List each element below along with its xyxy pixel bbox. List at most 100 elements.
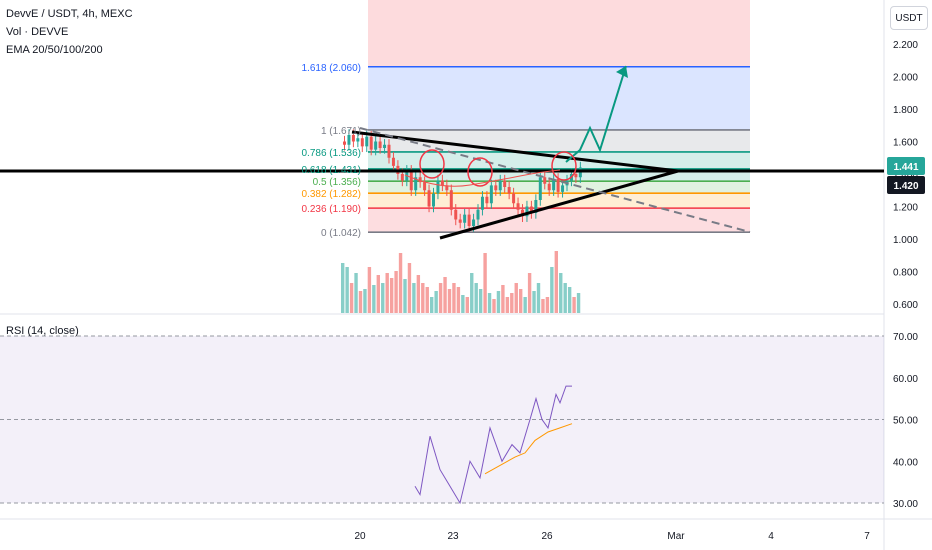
volume-bar	[554, 251, 558, 313]
fib-level-label: 0.236 (1.190)	[302, 204, 362, 215]
volume-bar	[505, 297, 510, 313]
volume-bar	[407, 263, 412, 313]
fib-level-label: 1.618 (2.060)	[302, 63, 362, 74]
arrow-head-icon	[616, 66, 628, 78]
volume-bar	[367, 267, 372, 313]
time-tick: 26	[541, 531, 553, 542]
volume-bar	[421, 283, 425, 313]
volume-bar	[434, 291, 438, 313]
candle-body	[525, 206, 529, 217]
price-tick: 1.800	[893, 105, 918, 116]
candle-body	[387, 144, 391, 158]
volume-bar	[394, 271, 398, 313]
volume-bar	[345, 267, 349, 313]
volume-bar	[341, 263, 345, 313]
volume-bar	[519, 289, 523, 313]
volume-bar	[487, 293, 492, 313]
volume-bar	[443, 277, 447, 313]
dashed-trend-line	[359, 127, 751, 233]
fib-level-label: 0.5 (1.356)	[313, 177, 361, 188]
time-tick: 20	[354, 531, 366, 542]
price-tick: 2.200	[893, 40, 918, 51]
candle-body	[561, 185, 565, 192]
fib-level-label: 1 (1.671)	[321, 126, 361, 137]
price-tick: 0.600	[893, 300, 918, 311]
candle-body	[534, 200, 538, 213]
volume-indicator-label[interactable]: Vol · DEVVE	[6, 26, 69, 38]
volume-bar	[385, 273, 389, 313]
volume-bar	[478, 289, 483, 313]
symbol-title[interactable]: DevvE / USDT, 4h, MEXC	[6, 8, 133, 20]
volume-bar	[523, 297, 527, 313]
volume-bar	[470, 273, 474, 313]
price-tick: 1.600	[893, 138, 918, 149]
candle-body	[480, 196, 484, 210]
volume-bar	[563, 283, 567, 313]
fib-level-label: 0.786 (1.536)	[302, 148, 362, 159]
currency-button[interactable]: USDT	[890, 6, 928, 30]
volume-bar	[550, 267, 554, 313]
candle-body	[391, 157, 395, 166]
fib-zone	[368, 193, 750, 209]
candle-body	[356, 138, 360, 142]
rsi-lines	[414, 385, 573, 505]
candle-body	[498, 180, 502, 191]
ema-indicator-label[interactable]: EMA 20/50/100/200	[6, 44, 103, 56]
candle-body	[489, 185, 493, 204]
candle-body	[374, 141, 378, 150]
candle-body	[476, 209, 480, 220]
candle-body	[440, 180, 444, 186]
fib-level-label: 0.382 (1.282)	[302, 189, 362, 200]
fib-zone	[368, 66, 750, 130]
price-tick: 1.200	[893, 203, 918, 214]
volume-bar	[358, 291, 363, 313]
candle-body	[343, 141, 346, 145]
time-tick: 23	[447, 531, 459, 542]
candle-body	[512, 193, 516, 204]
candle-body	[409, 170, 413, 191]
price-tick: 2.000	[893, 73, 918, 84]
rsi-tick: 70.00	[893, 332, 918, 343]
volume-bar	[501, 285, 505, 313]
volume-bar	[452, 283, 456, 313]
volume-bar	[354, 273, 358, 313]
volume-bar	[541, 299, 545, 313]
rsi-tick: 60.00	[893, 374, 918, 385]
volume-bar	[510, 293, 514, 313]
candle-body	[427, 190, 431, 207]
volume-bar	[465, 297, 469, 313]
rsi-line	[414, 385, 572, 505]
volume-bar	[389, 278, 394, 313]
price-badge	[887, 157, 925, 175]
candle-body	[503, 180, 507, 187]
price-badge	[887, 176, 925, 194]
fib-zone	[368, 151, 750, 169]
candle-body	[552, 178, 556, 191]
fib-zone-top	[368, 0, 750, 67]
volume-bar	[430, 297, 434, 313]
volume-bar	[447, 289, 452, 313]
volume-bar	[461, 295, 465, 313]
candle-body	[423, 182, 427, 191]
volume-bar	[527, 273, 532, 313]
volume-bar	[349, 283, 354, 313]
rsi-indicator-label[interactable]: RSI (14, close)	[6, 325, 79, 337]
volume-bar	[363, 289, 367, 313]
candle-body	[556, 178, 560, 192]
volume-bar	[416, 275, 421, 313]
candle-body	[369, 136, 373, 150]
volume-bar	[398, 253, 403, 313]
candle-body	[516, 203, 520, 210]
price-badge-label: 1.420	[893, 181, 918, 192]
candle-body	[494, 185, 498, 191]
axes: 2.200 2.000 1.800 1.600 1.400 1.200 1.000 0.800…	[354, 40, 925, 542]
volume-bar	[545, 297, 550, 313]
candle-body	[432, 193, 435, 207]
candle-body	[378, 141, 382, 148]
candle-body	[467, 214, 471, 226]
rsi-tick: 40.00	[893, 457, 918, 468]
time-tick: 4	[768, 531, 774, 542]
candle-body	[472, 219, 476, 226]
triangle-upper-line	[351, 130, 679, 173]
